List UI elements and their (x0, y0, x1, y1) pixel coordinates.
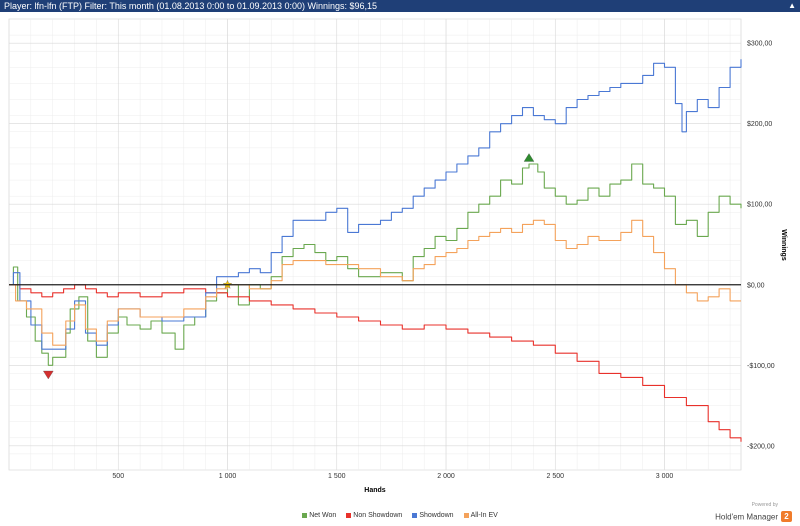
x-tick-label: 2 000 (437, 473, 455, 480)
triangle-up-marker (523, 153, 535, 162)
series-line-1 (9, 284, 742, 442)
legend-swatch (346, 512, 352, 518)
chart-series (9, 59, 742, 442)
triangle-down-marker (43, 370, 54, 380)
legend-label: Non Showdown (353, 512, 403, 519)
x-axis-label: Hands (364, 487, 386, 494)
x-tick-label: 1 000 (219, 473, 237, 480)
legend-item-1[interactable]: Non Showdown (346, 512, 402, 519)
legend-swatch (463, 512, 469, 518)
product-name: Hold'em Manager (715, 512, 778, 522)
legend-item-0[interactable]: Net Won (302, 512, 336, 519)
hm2-logo-icon: 2 (781, 511, 792, 523)
graph-title: Player: lfn-lfn (FTP) Filter: This month… (4, 1, 378, 11)
x-tick-label: 500 (112, 473, 124, 480)
y-tick-label: -$200,00 (747, 443, 775, 450)
legend-swatch (412, 512, 418, 518)
chart-markers (43, 153, 535, 380)
legend-swatch (302, 512, 308, 518)
x-tick-label: 1 500 (328, 473, 346, 480)
legend-item-2[interactable]: Showdown (412, 512, 454, 519)
y-axis-label: Winnings (780, 229, 787, 261)
y-tick-label: $200,00 (747, 121, 772, 128)
title-bar: Player: lfn-lfn (FTP) Filter: This month… (0, 0, 800, 12)
legend-label: Showdown (419, 512, 454, 519)
chart-grid (8, 18, 742, 471)
y-tick-label: $100,00 (747, 202, 772, 209)
branding: Powered by Hold'em Manager 2 (715, 502, 792, 526)
chart-axes: 500 1 000 1 500 2 000 2 500 3 000 $300,00 $200,… (9, 41, 775, 480)
legend-item-3[interactable]: All-In EV (463, 512, 498, 519)
powered-by-text: Powered by (751, 502, 778, 508)
chevron-up-icon[interactable]: ▲ (788, 1, 796, 10)
x-tick-label: 3 000 (656, 473, 674, 480)
x-tick-label: 2 500 (547, 473, 565, 480)
y-tick-label: -$100,00 (747, 363, 775, 370)
series-line-3 (9, 219, 741, 346)
y-tick-label: $0,00 (747, 282, 765, 289)
legend-label: Net Won (309, 512, 337, 519)
legend-label: All-In EV (470, 512, 498, 519)
chart-legend: Net Won Non Showdown Showdown All-In EV (0, 512, 800, 519)
series-line-0 (9, 163, 742, 366)
y-tick-label: $300,00 (747, 41, 772, 48)
